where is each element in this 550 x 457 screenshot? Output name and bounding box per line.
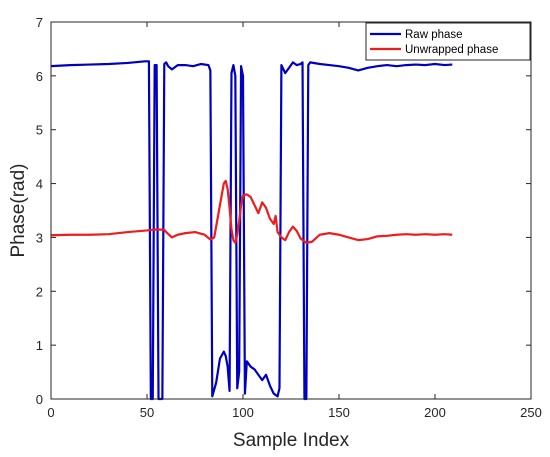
x-tick-label: 250 xyxy=(520,405,542,420)
y-tick-label: 2 xyxy=(36,284,43,299)
y-tick-label: 5 xyxy=(36,123,43,138)
y-tick-label: 3 xyxy=(36,230,43,245)
x-tick-label: 0 xyxy=(47,405,54,420)
ticks-layer: 0 50 100 150 200 250 0 1 2 3 4 5 6 7 xyxy=(36,15,542,420)
y-tick-label: 7 xyxy=(36,15,43,30)
legend: Raw phase Unwrapped phase xyxy=(365,22,531,61)
plot-background xyxy=(51,22,531,399)
y-tick-label: 4 xyxy=(36,177,43,192)
axes-box xyxy=(50,21,532,400)
series-line-2 xyxy=(50,179,453,244)
legend-label: Unwrapped phase xyxy=(405,44,498,56)
series-layer xyxy=(50,60,453,401)
y-axis-title: Phase(rad) xyxy=(8,164,29,258)
x-tick-label: 150 xyxy=(328,405,350,420)
y-tick-label: 1 xyxy=(36,338,43,353)
y-tick-label: 0 xyxy=(36,392,43,407)
x-axis-title: Sample Index xyxy=(233,430,350,451)
x-tick-label: 50 xyxy=(140,405,154,420)
y-tick-label: 6 xyxy=(36,69,43,84)
series-line-1 xyxy=(50,60,453,401)
x-tick-label: 200 xyxy=(424,405,446,420)
plot-area xyxy=(51,22,531,399)
legend-label: Raw phase xyxy=(405,29,463,41)
legend-box xyxy=(365,22,531,61)
x-tick-label: 100 xyxy=(232,405,254,420)
axes-layer xyxy=(50,21,532,400)
